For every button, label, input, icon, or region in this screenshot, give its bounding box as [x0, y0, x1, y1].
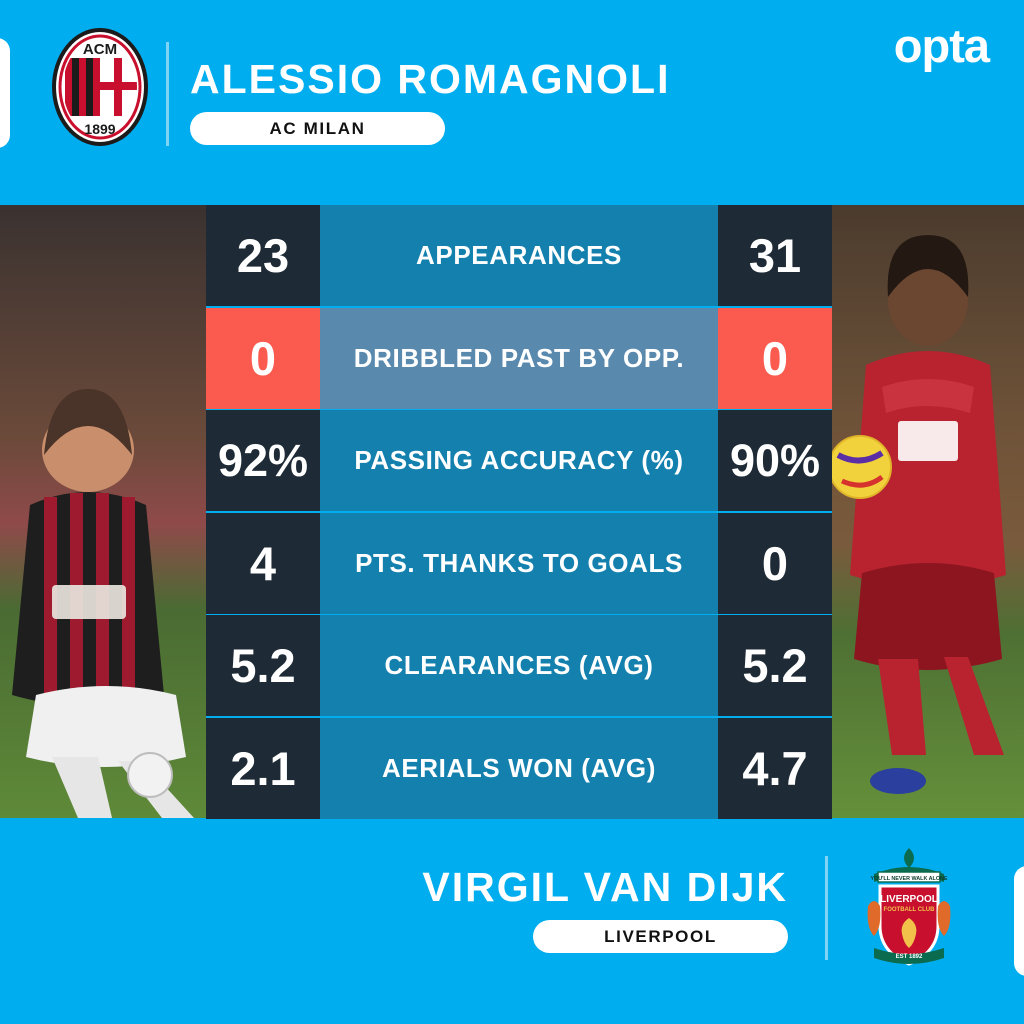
header-divider — [166, 42, 169, 146]
table-row: 92% PASSING ACCURACY (%) 90% — [206, 410, 832, 511]
footer-player-name: VIRGIL VAN DIJK — [422, 864, 788, 910]
liverpool-crest-icon: YOU'LL NEVER WALK ALONE LIVERPOOL FOOTBA… — [867, 848, 951, 966]
stat-value-left: 23 — [206, 205, 320, 306]
footer-divider — [825, 856, 828, 960]
crest-motto-text: YOU'LL NEVER WALK ALONE — [870, 876, 947, 882]
footer: VIRGIL VAN DIJK LIVERPOOL YOU'LL NEVER W… — [0, 818, 1024, 1024]
stat-label: DRIBBLED PAST BY OPP. — [320, 307, 718, 409]
crest-initials-text: ACM — [83, 41, 117, 58]
stat-value-right: 4.7 — [718, 717, 832, 819]
edge-accent-pill-left — [0, 38, 10, 148]
edge-accent-pill-right — [1014, 866, 1024, 976]
stat-value-left: 0 — [206, 307, 320, 409]
footer-club-pill: LIVERPOOL — [533, 920, 788, 953]
header-text-block: ALESSIO ROMAGNOLI AC MILAN — [190, 56, 670, 145]
stats-table: 23 APPEARANCES 31 0 DRIBBLED PAST BY OPP… — [206, 205, 832, 819]
crest-year-text: 1899 — [84, 121, 115, 137]
stat-label: PASSING ACCURACY (%) — [320, 410, 718, 511]
stat-label: AERIALS WON (AVG) — [320, 717, 718, 819]
stat-value-left: 92% — [206, 410, 320, 511]
stat-value-right: 5.2 — [718, 615, 832, 716]
stat-value-left: 5.2 — [206, 615, 320, 716]
stat-label: PTS. THANKS TO GOALS — [320, 512, 718, 614]
table-row: 5.2 CLEARANCES (AVG) 5.2 — [206, 615, 832, 716]
crest-year-text: EST 1892 — [896, 954, 923, 960]
header: ACM 1899 ALESSIO ROMAGNOLI AC MILAN opta — [0, 0, 1024, 205]
stat-value-left: 4 — [206, 512, 320, 614]
footer-text-block: VIRGIL VAN DIJK LIVERPOOL — [422, 864, 788, 953]
stat-value-left: 2.1 — [206, 717, 320, 819]
ac-milan-crest-icon: ACM 1899 — [52, 28, 148, 146]
header-club-pill: AC MILAN — [190, 112, 445, 145]
table-row: 0 DRIBBLED PAST BY OPP. 0 — [206, 307, 832, 409]
crest-subtitle-text: FOOTBALL CLUB — [884, 907, 936, 913]
stat-label: APPEARANCES — [320, 205, 718, 306]
table-row: 23 APPEARANCES 31 — [206, 205, 832, 306]
opta-logo: opta — [893, 19, 990, 72]
stat-label: CLEARANCES (AVG) — [320, 615, 718, 716]
table-row: 2.1 AERIALS WON (AVG) 4.7 — [206, 717, 832, 819]
header-player-name: ALESSIO ROMAGNOLI — [190, 56, 671, 102]
table-row: 4 PTS. THANKS TO GOALS 0 — [206, 512, 832, 614]
player-photo-right — [832, 205, 1024, 818]
stat-value-right: 0 — [718, 512, 832, 614]
stat-value-right: 0 — [718, 307, 832, 409]
crest-title-text: LIVERPOOL — [880, 894, 938, 905]
player-photo-left — [0, 205, 206, 818]
stat-value-right: 31 — [718, 205, 832, 306]
stat-value-right: 90% — [718, 410, 832, 511]
